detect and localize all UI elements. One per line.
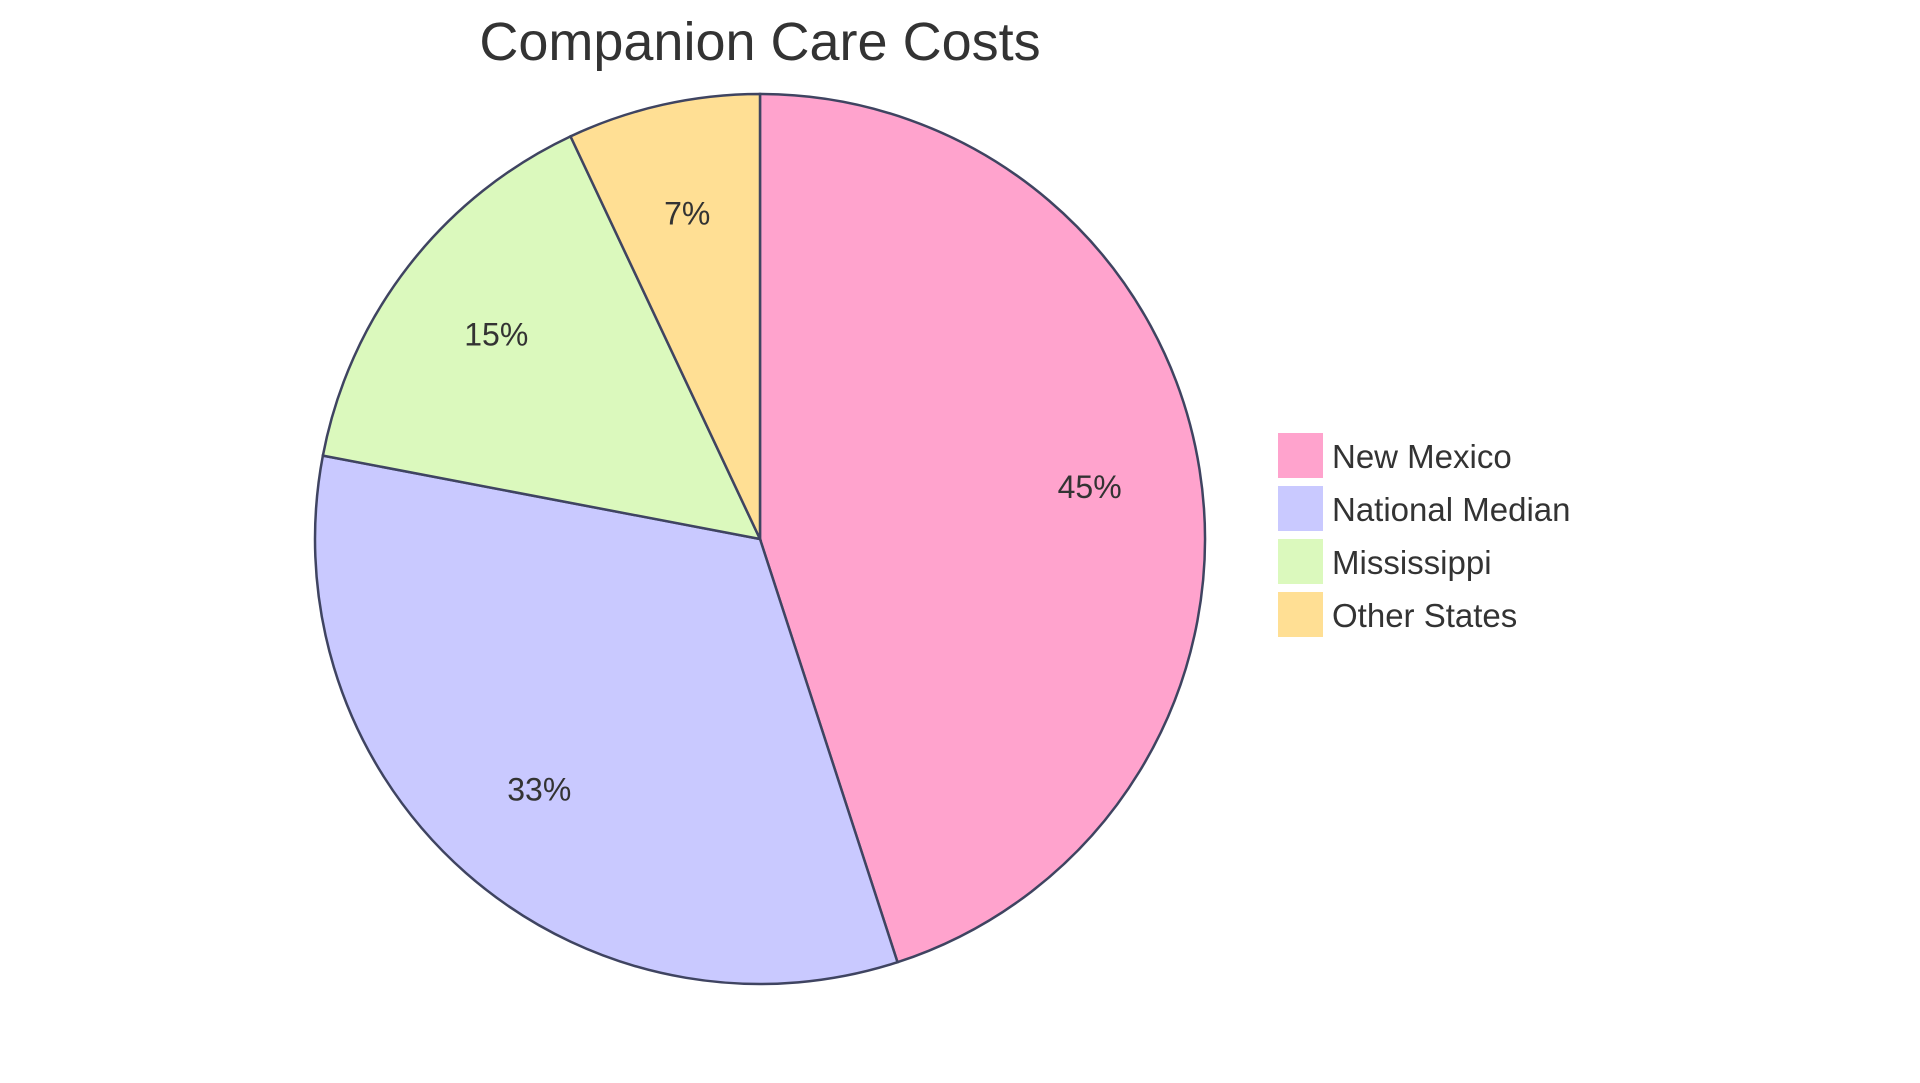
legend-swatch — [1278, 592, 1323, 637]
slice-percent-label: 45% — [1058, 469, 1122, 505]
legend-swatch — [1278, 433, 1323, 478]
pie-labels: 45% 33% 15% 7% — [464, 195, 1121, 807]
legend-label: New Mexico — [1332, 438, 1512, 475]
slice-percent-label: 15% — [464, 316, 528, 352]
pie-slice-new-mexico — [758, 92, 1207, 964]
legend-label: Other States — [1332, 597, 1517, 634]
pie-slice-national-median — [313, 454, 900, 986]
slice-percent-label: 7% — [664, 195, 710, 231]
chart-title: Companion Care Costs — [479, 12, 1040, 72]
legend-label: National Median — [1332, 491, 1570, 528]
legend-label: Mississippi — [1332, 544, 1492, 581]
legend-swatch — [1278, 486, 1323, 531]
pie-slice-mississippi — [321, 134, 763, 541]
legend-swatch — [1278, 539, 1323, 584]
slice-percent-label: 33% — [507, 771, 571, 807]
pie-slice-other-states — [568, 92, 762, 540]
pie-slices — [313, 92, 1207, 986]
legend: New Mexico National Median Mississippi Othe… — [1278, 433, 1570, 637]
